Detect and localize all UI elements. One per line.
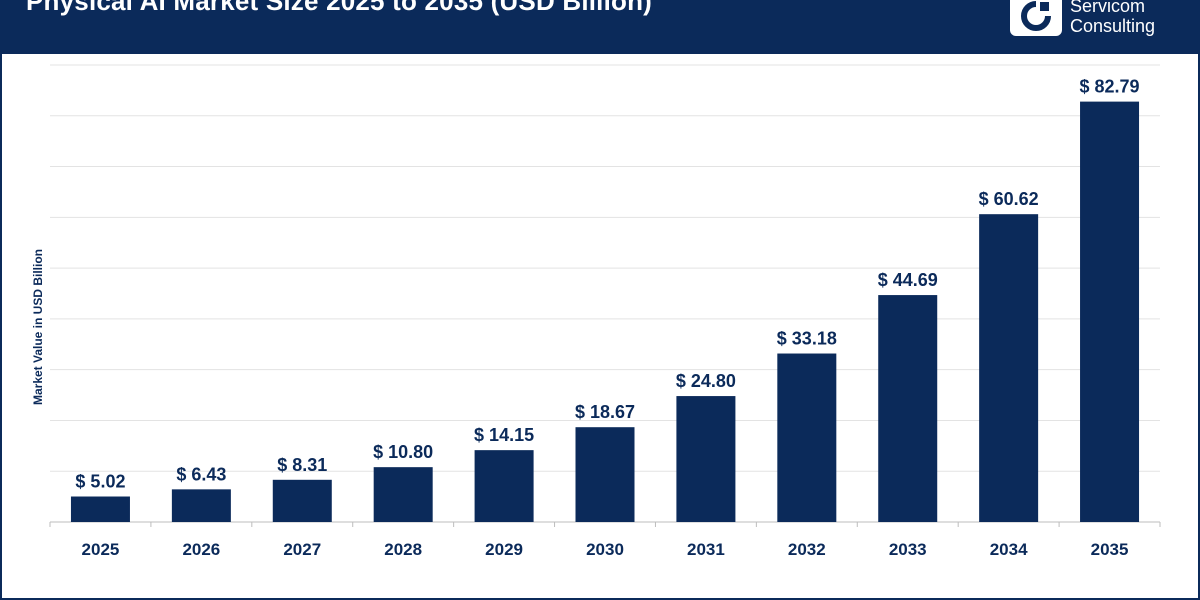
data-label-2030: $ 18.67 [575, 402, 635, 422]
data-label-2034: $ 60.62 [979, 189, 1039, 209]
x-tick-label-2033: 2033 [889, 540, 927, 559]
brand-name: Servicom Consulting [1070, 0, 1155, 36]
brand-logo: Servicom Consulting [1010, 0, 1190, 36]
x-tick-label-2035: 2035 [1091, 540, 1129, 559]
bar-2025 [70, 496, 130, 522]
data-label-2033: $ 44.69 [878, 270, 938, 290]
x-tick-label-2030: 2030 [586, 540, 624, 559]
bar-2030 [575, 427, 635, 522]
bar-2026 [171, 489, 231, 522]
logo-icon [1010, 0, 1062, 36]
data-label-2026: $ 6.43 [176, 464, 226, 484]
data-label-2027: $ 8.31 [277, 455, 327, 475]
data-label-2028: $ 10.80 [373, 442, 433, 462]
bar-2033 [878, 295, 938, 522]
x-tick-label-2034: 2034 [990, 540, 1028, 559]
chart-title: Physical AI Market Size 2025 to 2035 (US… [26, 0, 653, 16]
bar-2034 [979, 214, 1039, 522]
x-tick-label-2031: 2031 [687, 540, 725, 559]
data-label-2032: $ 33.18 [777, 329, 837, 349]
x-tick-label-2029: 2029 [485, 540, 523, 559]
data-label-2035: $ 82.79 [1080, 77, 1140, 97]
x-tick-label-2027: 2027 [283, 540, 321, 559]
x-tick-label-2032: 2032 [788, 540, 826, 559]
data-label-2029: $ 14.15 [474, 425, 534, 445]
data-label-2025: $ 5.02 [75, 472, 125, 492]
data-label-2031: $ 24.80 [676, 371, 736, 391]
bar-2031 [676, 396, 736, 522]
header-bar: Physical AI Market Size 2025 to 2035 (US… [0, 0, 1200, 54]
brand-line-2: Consulting [1070, 16, 1156, 36]
x-tick-label-2026: 2026 [182, 540, 220, 559]
bar-2029 [474, 450, 534, 522]
x-tick-label-2025: 2025 [82, 540, 120, 559]
chart-frame [0, 54, 1200, 600]
bar-2027 [272, 479, 332, 522]
bar-2028 [373, 467, 433, 522]
brand-line-1: Servicom [1070, 0, 1146, 16]
bar-2035 [1080, 101, 1140, 522]
bar-2032 [777, 353, 837, 522]
y-axis-label: Market Value in USD Billion [31, 248, 45, 406]
x-tick-label-2028: 2028 [384, 540, 422, 559]
